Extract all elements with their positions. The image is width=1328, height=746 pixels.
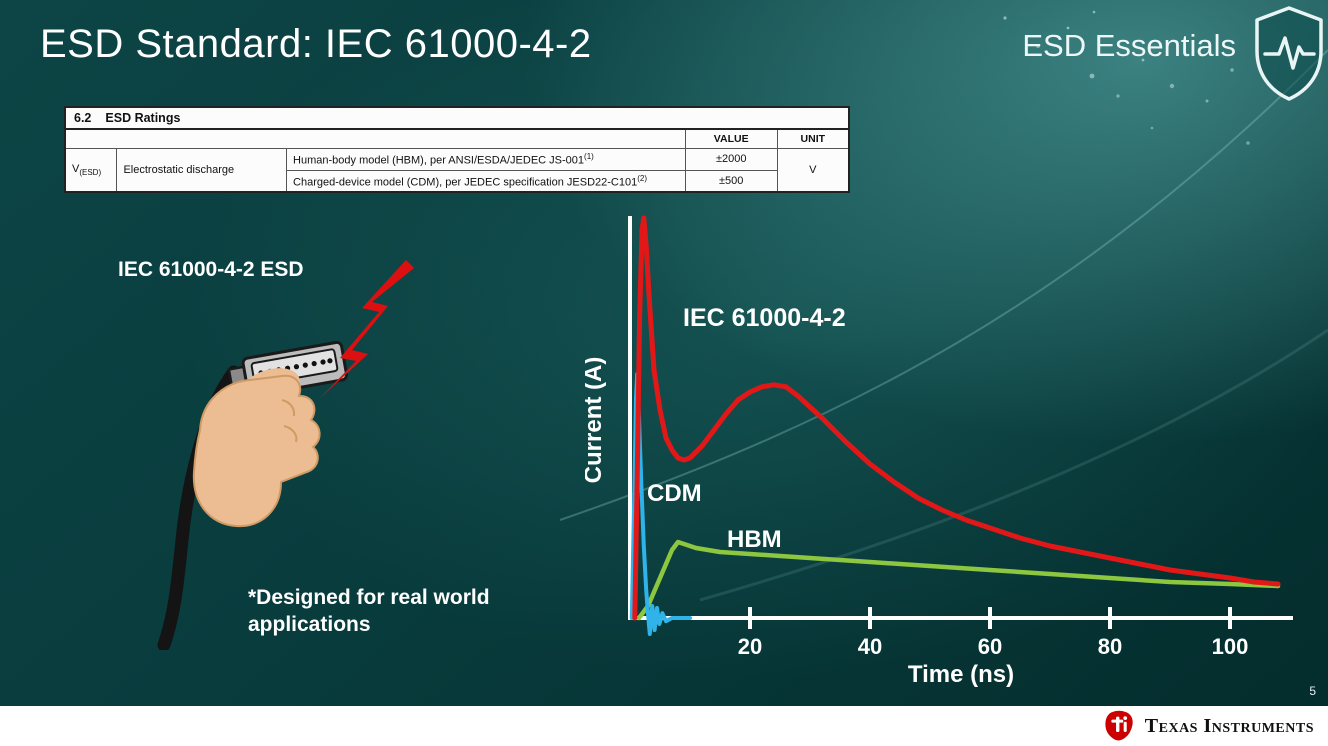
- table-header-row: VALUE UNIT: [64, 128, 850, 149]
- footer-bar: Texas Instruments: [0, 706, 1328, 746]
- series-brand-title: ESD Essentials: [1022, 28, 1236, 63]
- star-dots: [1003, 10, 1250, 145]
- esd-waveform-chart: 20 40 60 80 100 Time (ns) Current (A) IE…: [585, 215, 1293, 688]
- footnote-line-2: applications: [248, 613, 371, 637]
- y-axis-label: Current (A): [585, 357, 607, 484]
- svg-text:40: 40: [858, 634, 882, 659]
- footnote-line-1: *Designed for real world: [248, 586, 490, 609]
- hbm-description-cell: Human-body model (HBM), per ANSI/ESDA/JE…: [286, 148, 686, 171]
- cdm-curve-label: CDM: [647, 480, 702, 507]
- unit-column-header: UNIT: [776, 128, 850, 149]
- hbm-value-cell: ±2000: [684, 148, 778, 171]
- hbm-curve-label: HBM: [727, 526, 782, 553]
- x-axis-label: Time (ns): [908, 661, 1014, 688]
- symbol-cell: V(ESD): [64, 148, 118, 193]
- esd-ratings-table: 6.2 ESD Ratings VALUE UNIT V(ESD) Electro…: [64, 106, 850, 194]
- parameter-cell: Electrostatic discharge: [116, 148, 288, 193]
- table-row: Charged-device model (CDM), per JEDEC sp…: [65, 169, 849, 193]
- svg-text:100: 100: [1212, 634, 1249, 659]
- svg-text:20: 20: [738, 634, 762, 659]
- pulse-line-icon: [1263, 36, 1316, 70]
- table-section-row: 6.2 ESD Ratings: [64, 106, 850, 130]
- svg-text:60: 60: [978, 634, 1002, 659]
- iec-curve-label: IEC 61000-4-2: [683, 304, 846, 332]
- section-number: 6.2: [74, 111, 92, 125]
- x-tick-labels: 20 40 60 80 100: [738, 634, 1249, 659]
- value-column-header: VALUE: [684, 128, 778, 149]
- hand-icon: [192, 368, 321, 528]
- svg-text:80: 80: [1098, 634, 1122, 659]
- unit-cell: V: [776, 148, 850, 193]
- esd-shield-icon: [1255, 6, 1323, 101]
- page-number: 5: [1309, 684, 1316, 698]
- hbm-curve: [636, 539, 1281, 621]
- footnote: *Designed for real world applications: [248, 584, 490, 639]
- lightning-bolt-icon: [318, 260, 414, 400]
- cdm-value-cell: ±500: [684, 169, 778, 193]
- cdm-description-cell: Charged-device model (CDM), per JEDEC sp…: [286, 169, 686, 193]
- x-axis-ticks: [748, 607, 1232, 629]
- iec-61000-4-2-curve: [632, 215, 1281, 621]
- section-title: ESD Ratings: [105, 111, 181, 125]
- slide-title: ESD Standard: IEC 61000-4-2: [40, 22, 592, 66]
- esd-hand-illustration: [157, 260, 414, 650]
- table-row: V(ESD) Electrostatic discharge Human-bod…: [64, 148, 850, 193]
- illustration-label: IEC 61000-4-2 ESD: [118, 258, 304, 281]
- footer-brand-text: Texas Instruments: [1144, 714, 1314, 737]
- texas-instruments-logo-icon: [1105, 710, 1133, 741]
- header-spacer-cell: [64, 128, 686, 149]
